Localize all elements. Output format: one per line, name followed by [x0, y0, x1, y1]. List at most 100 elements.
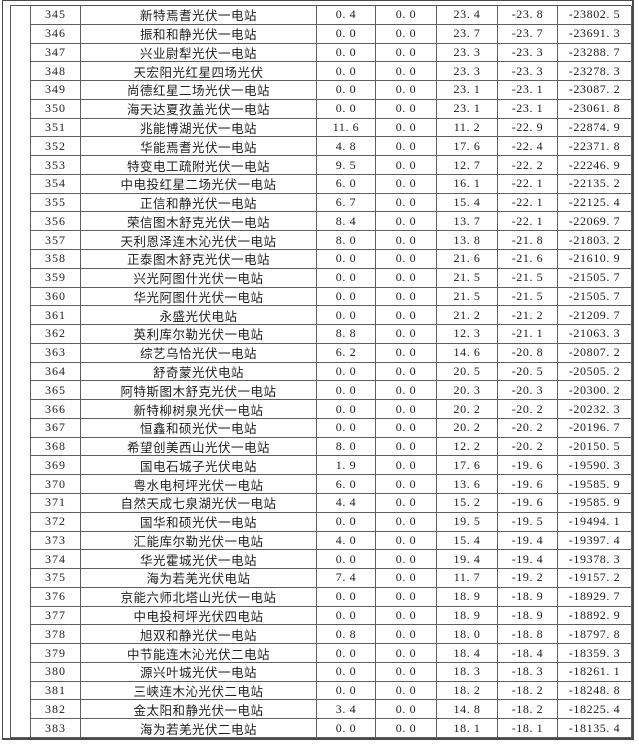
- row-index-cell: 348: [31, 62, 81, 82]
- value-cell: 7. 4: [317, 569, 376, 588]
- value-cell: 6. 0: [317, 475, 376, 494]
- value-cell: 23. 7: [437, 24, 498, 44]
- value-cell: 0. 0: [376, 418, 437, 438]
- value-cell: -18. 3: [498, 662, 558, 682]
- value-cell: 0. 0: [317, 268, 376, 288]
- value-cell: -22. 4: [498, 137, 558, 157]
- station-name-cell: 阿特斯图木舒克光伏一电站: [81, 381, 317, 401]
- value-cell: 8. 0: [317, 231, 376, 250]
- value-cell: -22. 9: [498, 118, 558, 138]
- value-cell: -18225. 4: [558, 700, 632, 720]
- value-cell: 6. 2: [317, 343, 376, 363]
- row-index-cell: 376: [31, 587, 81, 607]
- value-cell: 0. 0: [376, 606, 437, 626]
- value-cell: 0. 0: [317, 418, 376, 438]
- value-cell: 0. 0: [376, 118, 437, 138]
- value-cell: -23. 3: [498, 62, 558, 82]
- value-cell: -18892. 9: [558, 606, 632, 626]
- value-cell: -23087. 2: [558, 81, 632, 100]
- value-cell: 20. 5: [437, 362, 498, 382]
- value-cell: 23. 3: [437, 43, 498, 63]
- row-index-cell: 369: [31, 456, 81, 476]
- value-cell: -19397. 4: [558, 531, 632, 551]
- value-cell: 0. 0: [317, 719, 376, 738]
- value-cell: 6. 0: [317, 174, 376, 194]
- value-cell: 0. 0: [317, 550, 376, 570]
- row-index-cell: 349: [31, 81, 81, 100]
- value-cell: -22874. 9: [558, 118, 632, 138]
- value-cell: 0. 0: [376, 644, 437, 663]
- value-cell: 15. 4: [437, 193, 498, 213]
- station-name-cell: 兴业尉犁光伏一电站: [81, 43, 317, 63]
- station-name-cell: 正泰图木舒克光伏一电站: [81, 249, 317, 269]
- value-cell: -23288. 7: [558, 43, 632, 63]
- value-cell: -20196. 7: [558, 418, 632, 438]
- value-cell: -19494. 1: [558, 512, 632, 532]
- station-name-cell: 特变电工疏附光伏一电站: [81, 156, 317, 175]
- value-cell: -21. 2: [498, 306, 558, 326]
- value-cell: -18. 2: [498, 681, 558, 701]
- value-cell: -20. 2: [498, 400, 558, 419]
- value-cell: -20. 8: [498, 343, 558, 363]
- station-name-cell: 振和和静光伏一电站: [81, 24, 317, 44]
- value-cell: 0. 0: [376, 62, 437, 82]
- row-index-cell: 358: [31, 249, 81, 269]
- left-gutter-column: [11, 6, 31, 738]
- station-name-cell: 兴光阿图什光伏一电站: [81, 268, 317, 288]
- station-name-cell: 新特焉耆光伏一电站: [81, 6, 317, 25]
- value-cell: 0. 0: [376, 174, 437, 194]
- value-cell: -22. 1: [498, 193, 558, 213]
- value-cell: 0. 0: [317, 62, 376, 82]
- value-cell: -19590. 3: [558, 456, 632, 476]
- value-cell: 0. 0: [376, 681, 437, 701]
- value-cell: -21505. 7: [558, 287, 632, 307]
- value-cell: 18. 4: [437, 644, 498, 663]
- value-cell: 0. 0: [376, 437, 437, 457]
- value-cell: 0. 0: [376, 268, 437, 288]
- value-cell: 0. 0: [376, 493, 437, 513]
- value-cell: 0. 0: [376, 700, 437, 720]
- value-cell: -22069. 7: [558, 212, 632, 232]
- station-name-cell: 中电投红星二场光伏一电站: [81, 174, 317, 194]
- value-cell: 0. 0: [376, 6, 437, 25]
- value-cell: -23. 7: [498, 24, 558, 44]
- row-index-cell: 364: [31, 362, 81, 382]
- value-cell: -21. 5: [498, 268, 558, 288]
- value-cell: -23691. 3: [558, 24, 632, 44]
- value-cell: 9. 5: [317, 156, 376, 175]
- value-cell: -19. 6: [498, 475, 558, 494]
- value-cell: 0. 0: [376, 287, 437, 307]
- row-index-cell: 366: [31, 400, 81, 419]
- row-index-cell: 375: [31, 569, 81, 588]
- value-cell: 0. 0: [376, 719, 437, 738]
- value-cell: 23. 1: [437, 99, 498, 119]
- row-index-cell: 345: [31, 6, 81, 25]
- station-name-cell: 国电石城子光伏电站: [81, 456, 317, 476]
- value-cell: -18929. 7: [558, 587, 632, 607]
- value-cell: 8. 8: [317, 325, 376, 344]
- value-cell: -22135. 2: [558, 174, 632, 194]
- value-cell: -21. 1: [498, 325, 558, 344]
- value-cell: -21. 8: [498, 231, 558, 250]
- value-cell: 0. 0: [376, 531, 437, 551]
- value-cell: -23. 1: [498, 81, 558, 100]
- value-cell: 8. 4: [317, 212, 376, 232]
- value-cell: -21209. 7: [558, 306, 632, 326]
- value-cell: 0. 0: [376, 212, 437, 232]
- value-cell: 0. 0: [317, 512, 376, 532]
- value-cell: 0. 0: [376, 325, 437, 344]
- station-name-cell: 天宏阳光红星四场光伏: [81, 62, 317, 82]
- value-cell: 0. 0: [376, 512, 437, 532]
- value-cell: 0. 0: [317, 43, 376, 63]
- value-cell: -19. 5: [498, 512, 558, 532]
- value-cell: -19. 6: [498, 493, 558, 513]
- row-index-cell: 355: [31, 193, 81, 213]
- value-cell: 19. 4: [437, 550, 498, 570]
- row-index-cell: 379: [31, 644, 81, 663]
- value-cell: 4. 8: [317, 137, 376, 157]
- value-cell: -18. 2: [498, 700, 558, 720]
- value-cell: 0. 4: [317, 6, 376, 25]
- value-cell: -19378. 3: [558, 550, 632, 570]
- station-table: 345 新特焉耆光伏一电站 0. 4 0. 0 23. 4 -23. 8 -23802. 5…: [10, 5, 632, 738]
